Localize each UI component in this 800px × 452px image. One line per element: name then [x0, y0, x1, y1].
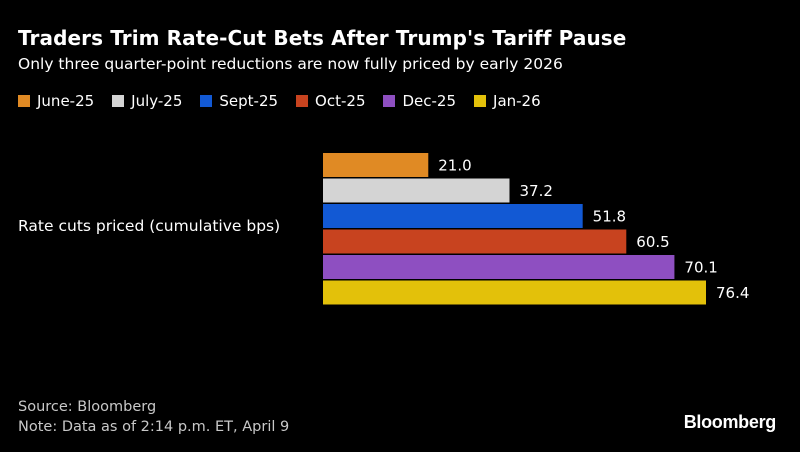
bloomberg-logo: Bloomberg	[683, 412, 777, 432]
bar-value-label: 37.2	[519, 182, 552, 200]
bar-value-label: 51.8	[593, 208, 626, 226]
chart-legend: June-25 July-25 Sept-25 Oct-25 Dec-25 Jan-26	[18, 91, 559, 111]
bar-value-label: 76.4	[716, 284, 749, 302]
legend-item: June-25	[18, 92, 94, 110]
bar-june-25	[323, 153, 429, 177]
legend-label: July-25	[131, 92, 183, 110]
legend-item: Sept-25	[200, 92, 278, 110]
legend-item: Oct-25	[296, 92, 365, 110]
legend-swatch	[383, 95, 396, 107]
data-timestamp-note: Note: Data as of 2:14 p.m. ET, April 9	[18, 419, 290, 435]
legend-label: Dec-25	[402, 92, 457, 110]
legend-label: Sept-25	[219, 92, 279, 110]
chart-subtitle: Only three quarter-point reductions are …	[18, 55, 563, 73]
bar-oct-25	[323, 229, 627, 254]
legend-label: Jan-26	[493, 92, 541, 110]
bar-value-label: 21.0	[438, 157, 471, 175]
legend-swatch	[474, 95, 487, 107]
bar-value-label: 70.1	[684, 259, 717, 277]
legend-swatch	[296, 95, 309, 107]
legend-item: Dec-25	[383, 92, 456, 110]
bar-dec-25	[323, 255, 675, 279]
bar-july-25	[323, 178, 510, 203]
bar-sept-25	[323, 204, 583, 228]
category-label: Rate cuts priced (cumulative bps)	[18, 217, 281, 235]
legend-swatch	[18, 95, 30, 107]
legend-swatch	[200, 95, 213, 107]
legend-swatch	[112, 95, 125, 107]
source-note: Source: Bloomberg	[18, 399, 157, 415]
legend-label: June-25	[37, 92, 95, 110]
legend-item: Jan-26	[474, 92, 541, 110]
chart-title: Traders Trim Rate-Cut Bets After Trump's…	[18, 26, 627, 50]
bar-value-label: 60.5	[636, 233, 669, 251]
bar-jan-26	[323, 280, 706, 305]
legend-item: July-25	[112, 92, 182, 110]
legend-label: Oct-25	[315, 92, 366, 110]
